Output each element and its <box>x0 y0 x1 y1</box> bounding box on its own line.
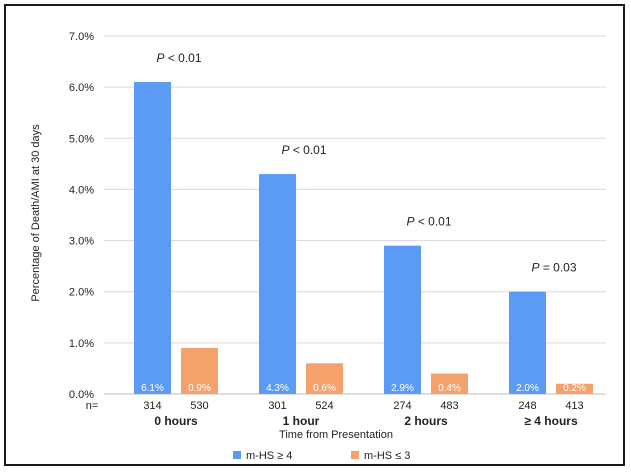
data-label: 2.9% <box>391 383 414 394</box>
n-count-label: 483 <box>440 400 458 412</box>
n-count-label: 314 <box>143 400 161 412</box>
legend-label-mhs-high: m-HS ≥ 4 <box>246 450 292 462</box>
n-prefix: n= <box>86 400 99 412</box>
data-label: 4.3% <box>266 383 289 394</box>
category-labels: 314 530 0 hours 301 524 1 hour 274 483 2 hours 24… <box>143 400 583 428</box>
data-label: 6.1% <box>141 383 164 394</box>
bars <box>134 82 593 394</box>
legend-label-mhs-low: m-HS ≤ 3 <box>364 450 410 462</box>
y-tick-label: 2.0% <box>69 287 94 299</box>
n-count-label: 524 <box>315 400 333 412</box>
y-tick-label: 6.0% <box>69 82 94 94</box>
data-label: 0.9% <box>188 383 211 394</box>
n-count-label: 413 <box>565 400 583 412</box>
bar <box>259 174 296 394</box>
bar <box>384 246 421 394</box>
bar <box>134 82 171 394</box>
category-label: 0 hours <box>154 414 198 428</box>
data-labels: 6.1% 0.9% 4.3% 0.6% 2.9% 0.4% 2.0% 0.2% <box>141 383 586 394</box>
bar-chart: 0.0%1.0%2.0%3.0%4.0%5.0%6.0%7.0% 6.1% 0.9… <box>6 6 627 468</box>
chart-frame: 0.0% 1.0% 2.0% 3.0% 4.0% 5.0% 6.0% 7.0% 6.1% 0.9… <box>4 4 625 466</box>
y-axis-label: Percentage of Death/AMI at 30 days <box>30 124 42 302</box>
n-count-label: 248 <box>518 400 536 412</box>
category-label: 2 hours <box>404 414 448 428</box>
p-value-label: P = 0.03 <box>531 261 576 275</box>
y-tick-label: 7.0% <box>69 31 94 43</box>
data-label: 0.6% <box>313 383 336 394</box>
legend-swatch-mhs-low <box>351 451 359 459</box>
data-label: 0.4% <box>438 383 461 394</box>
n-count-label: 274 <box>393 400 411 412</box>
bar <box>509 292 546 394</box>
p-value-label: P < 0.01 <box>156 51 201 65</box>
p-values: P < 0.01 P < 0.01 P < 0.01 P = 0.03 <box>156 51 576 275</box>
data-label: 2.0% <box>516 383 539 394</box>
n-count-label: 530 <box>190 400 208 412</box>
y-tick-label: 4.0% <box>69 184 94 196</box>
p-value-label: P < 0.01 <box>406 215 451 229</box>
category-label: 1 hour <box>283 414 320 428</box>
p-value-label: P < 0.01 <box>281 143 326 157</box>
y-tick-label: 1.0% <box>69 338 94 350</box>
category-label: ≥ 4 hours <box>524 414 578 428</box>
y-tick-label: 5.0% <box>69 133 94 145</box>
n-count-label: 301 <box>268 400 286 412</box>
legend: m-HS ≥ 4 m-HS ≤ 3 <box>233 450 410 462</box>
legend-swatch-mhs-high <box>233 451 241 459</box>
y-tick-label: 3.0% <box>69 236 94 248</box>
data-label: 0.2% <box>563 383 586 394</box>
x-axis-label: Time from Presentation <box>279 429 393 441</box>
y-axis-ticks: 0.0%1.0%2.0%3.0%4.0%5.0%6.0%7.0% <box>69 31 94 401</box>
